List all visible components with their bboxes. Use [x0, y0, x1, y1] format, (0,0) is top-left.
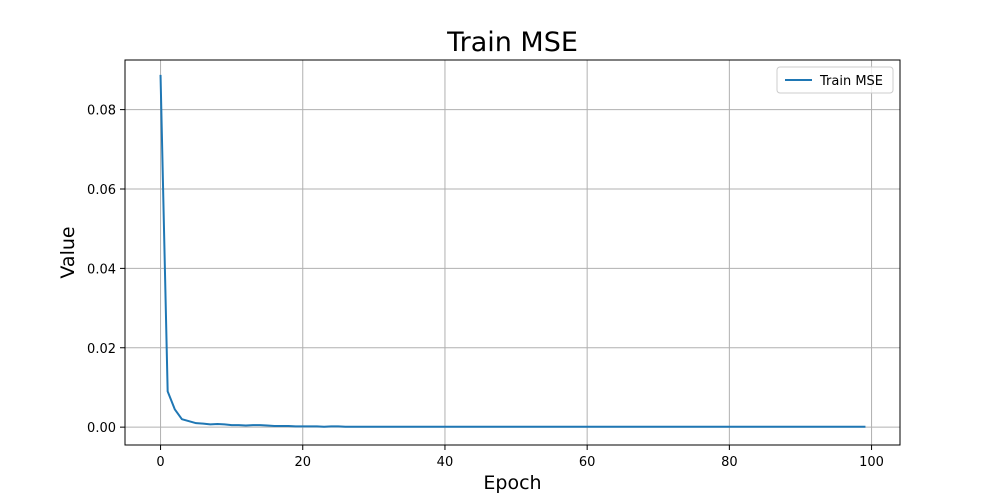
y-tick-label: 0.04	[87, 262, 116, 277]
x-tick-label: 40	[437, 455, 454, 470]
plot-data	[159, 74, 866, 428]
series-line-train-mse	[159, 74, 866, 428]
x-tick-label: 0	[156, 455, 164, 470]
y-tick-label: 0.08	[87, 104, 116, 119]
y-tick-label: 0.06	[87, 183, 116, 198]
legend-label-train-mse: Train MSE	[819, 74, 883, 89]
plot-frame	[124, 59, 901, 446]
legend: Train MSE	[776, 66, 894, 94]
y-tick-label: 0.02	[87, 342, 116, 357]
x-axis-label: Epoch	[483, 472, 541, 494]
x-tick-label: 100	[859, 455, 884, 470]
y-tick-label: 0.00	[87, 421, 116, 436]
axis-ticks: 0 20 40 60 80 100 0.00 0.02 0.04 0.06 0.08	[87, 104, 884, 470]
legend-box	[776, 66, 894, 94]
chart-title: Train MSE	[446, 27, 578, 58]
x-tick-label: 80	[721, 455, 738, 470]
x-tick-label: 60	[579, 455, 596, 470]
x-tick-label: 20	[294, 455, 311, 470]
y-axis-label: Value	[57, 226, 79, 278]
grid	[125, 60, 900, 445]
